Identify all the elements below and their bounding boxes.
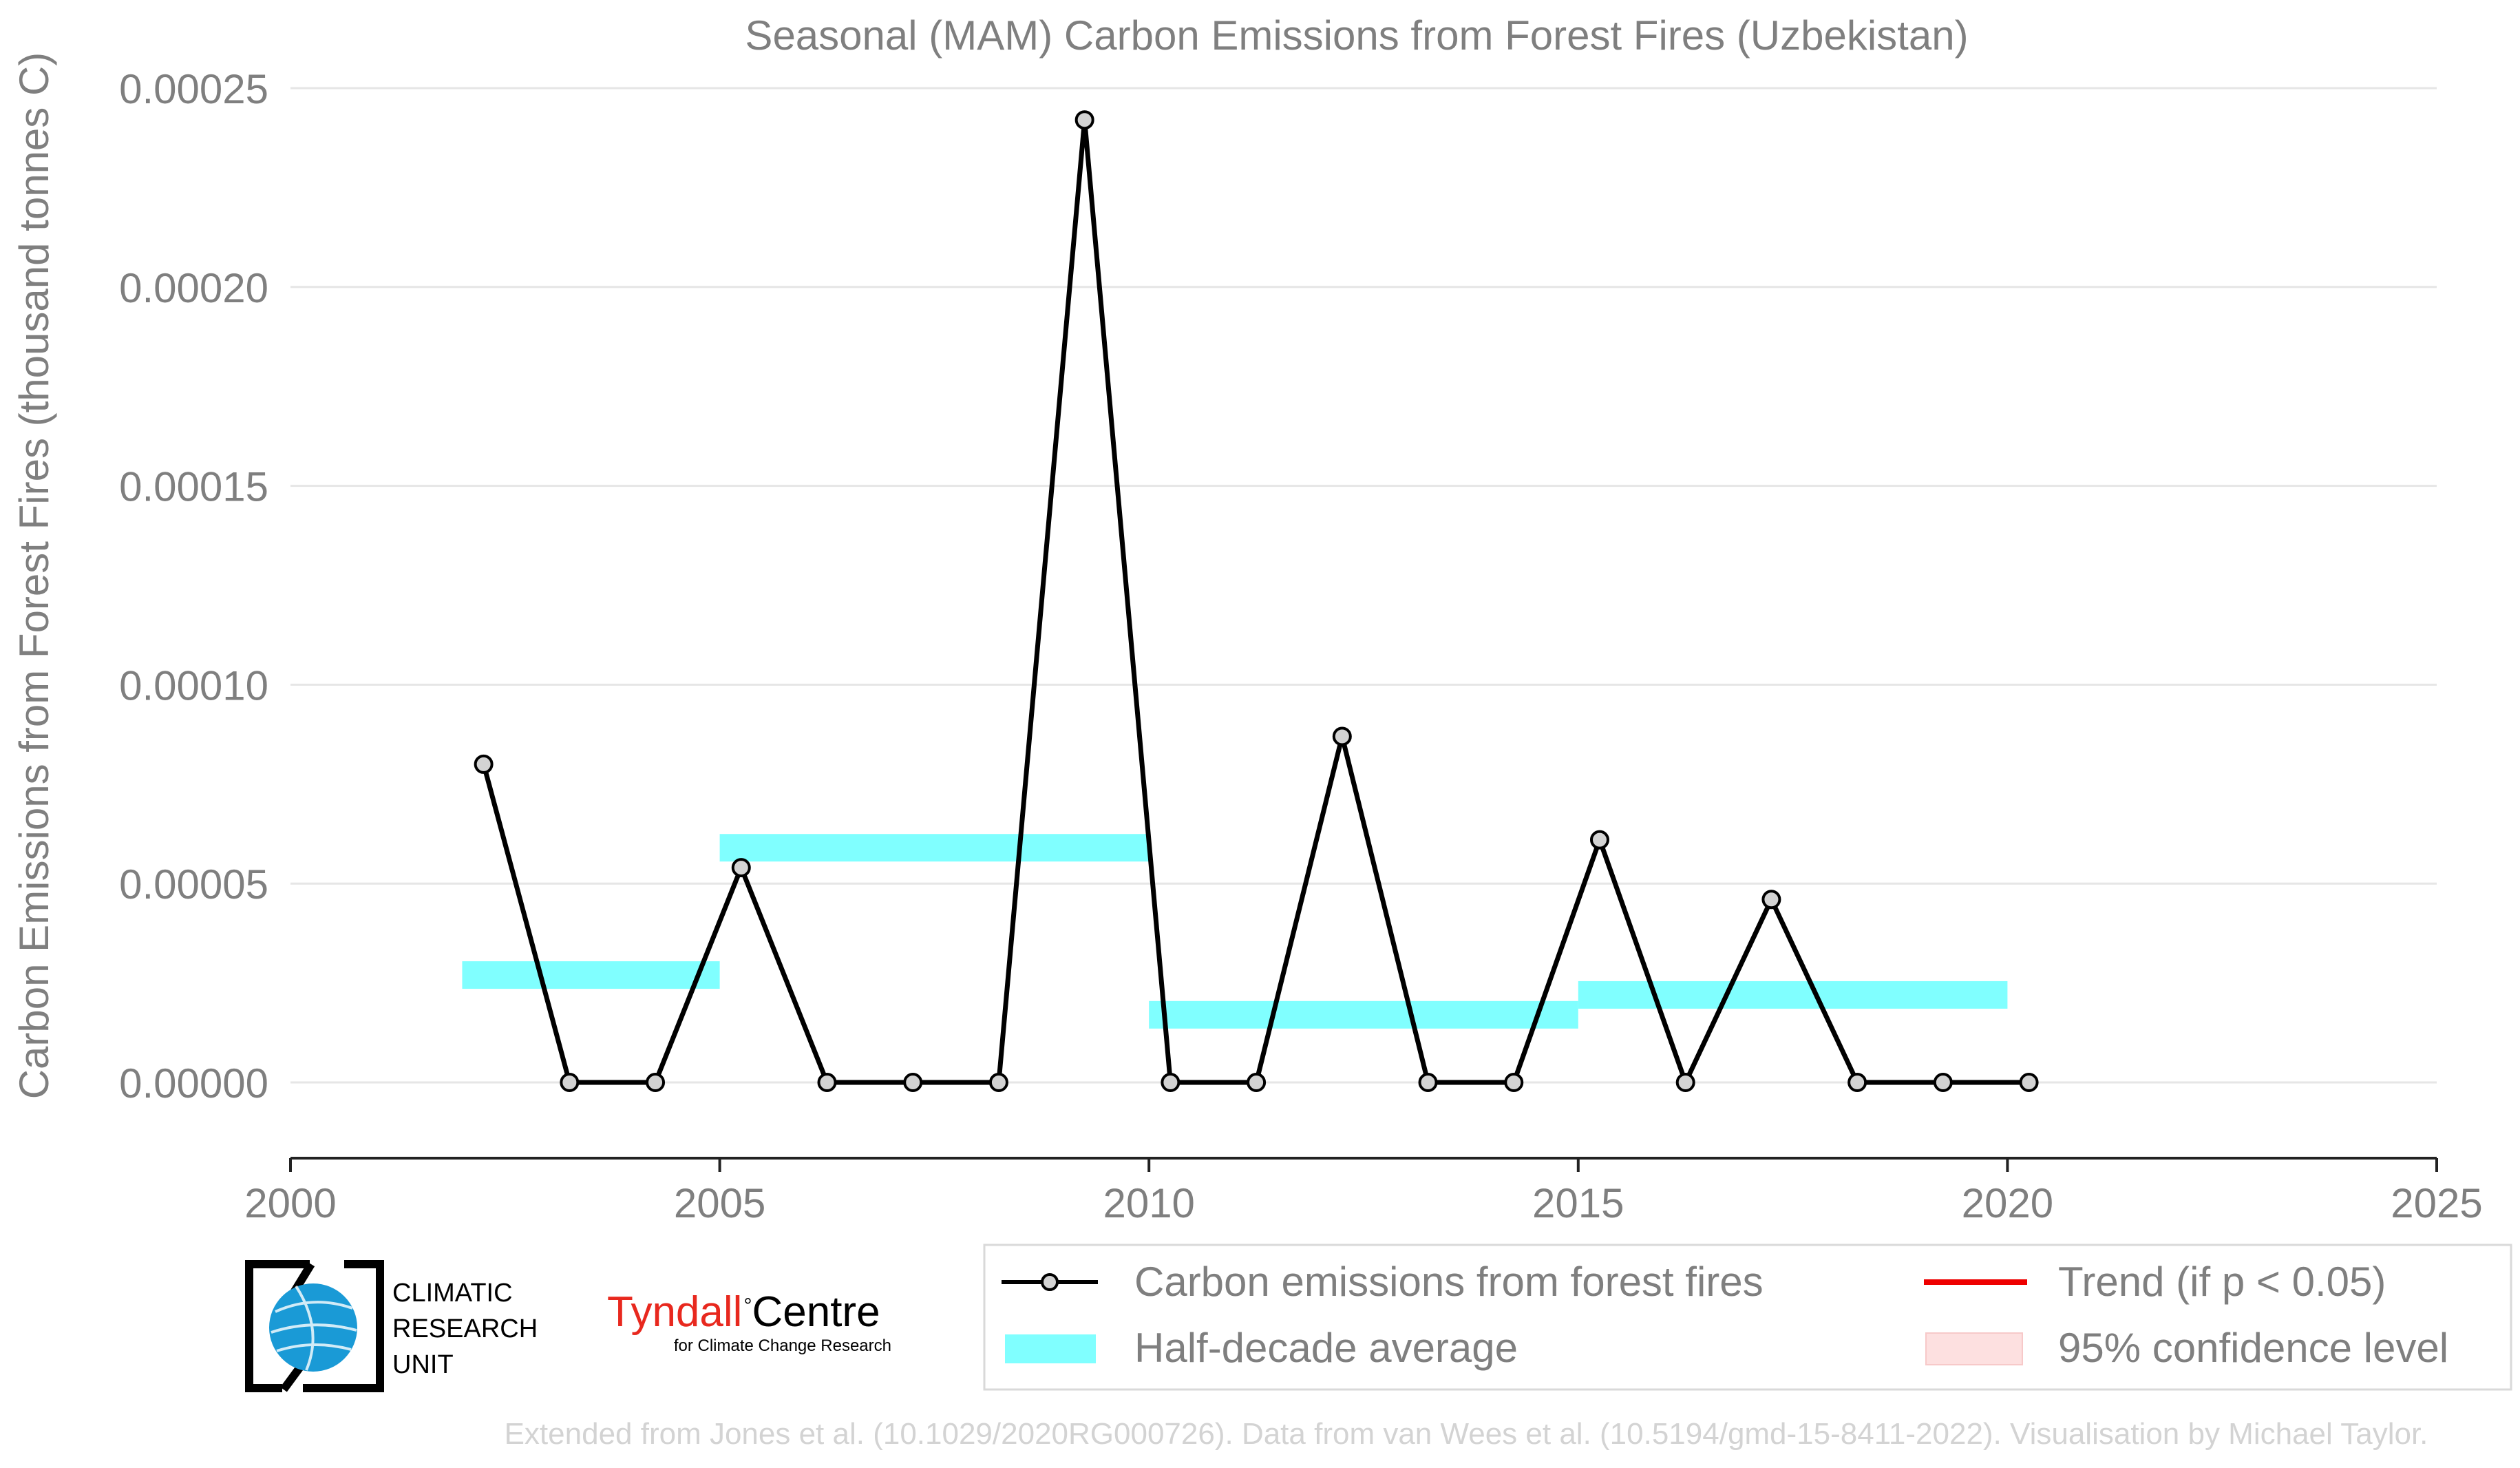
emissions-point bbox=[731, 858, 751, 878]
x-tick-label: 2025 bbox=[2391, 1180, 2482, 1226]
y-tick-label: 0.00000 bbox=[119, 1060, 268, 1107]
x-tick-label: 2020 bbox=[1962, 1180, 2053, 1226]
footer-credit: Extended from Jones et al. (10.1029/2020… bbox=[505, 1417, 2428, 1451]
emissions-point bbox=[646, 1073, 666, 1092]
half-decade-average-bars bbox=[462, 834, 2008, 1029]
emissions-point bbox=[817, 1073, 837, 1092]
y-tick-label: 0.00005 bbox=[119, 861, 268, 908]
cru-bracket-left bbox=[245, 1260, 310, 1392]
tyndall-logo: Tyndall°Centre for Climate Change Resear… bbox=[607, 1288, 891, 1355]
legend-label-trend: Trend (if p < 0.05) bbox=[2058, 1259, 2386, 1305]
x-tick-label: 2015 bbox=[1532, 1180, 1624, 1226]
half-decade-average-bar bbox=[462, 961, 720, 989]
chart-title: Seasonal (MAM) Carbon Emissions from For… bbox=[745, 12, 1968, 59]
emissions-line bbox=[481, 117, 2029, 1085]
gridlines bbox=[290, 87, 2437, 1084]
y-tick-label: 0.00020 bbox=[119, 265, 268, 311]
emissions-point bbox=[1332, 726, 1352, 746]
emissions-point bbox=[988, 1073, 1008, 1092]
half-decade-average-bar bbox=[719, 834, 1150, 862]
x-tick-label: 2000 bbox=[244, 1180, 336, 1226]
half-decade-average-bar bbox=[1578, 981, 2008, 1009]
emissions-point bbox=[560, 1073, 580, 1092]
emissions-point bbox=[1161, 1073, 1180, 1092]
tyndall-tagline: for Climate Change Research bbox=[674, 1336, 891, 1355]
legend: Carbon emissions from forest fires Trend… bbox=[983, 1244, 2512, 1391]
emissions-point bbox=[903, 1073, 923, 1092]
emissions-point bbox=[1761, 890, 1781, 910]
emissions-point bbox=[1074, 110, 1094, 130]
legend-confidence-swatch bbox=[1925, 1332, 2023, 1365]
x-axis-ticks: 2000 2005 2010 2015 2020 2025 bbox=[244, 1158, 2483, 1226]
legend-marker-swatch bbox=[1041, 1273, 1059, 1291]
emissions-point bbox=[474, 754, 494, 774]
y-axis-label: Carbon Emissions from Forest Fires (thou… bbox=[11, 52, 57, 1100]
cru-text-line2: RESEARCH bbox=[392, 1314, 538, 1343]
emissions-point bbox=[1589, 830, 1609, 850]
emissions-point bbox=[1418, 1073, 1438, 1092]
legend-box bbox=[983, 1244, 2512, 1391]
cru-text-line3: UNIT bbox=[392, 1350, 454, 1379]
tyndall-name: Tyndall°Centre bbox=[607, 1288, 880, 1336]
legend-label-confidence: 95% confidence level bbox=[2058, 1325, 2448, 1371]
emissions-point bbox=[1933, 1073, 1953, 1092]
cru-logo: CLIMATIC RESEARCH UNIT bbox=[245, 1260, 538, 1392]
cru-text-line1: CLIMATIC bbox=[392, 1279, 513, 1308]
cru-globe-lines bbox=[271, 1285, 357, 1371]
x-tick-label: 2005 bbox=[674, 1180, 765, 1226]
emissions-point bbox=[1847, 1073, 1867, 1092]
emissions-point bbox=[1675, 1073, 1695, 1092]
emissions-point bbox=[1504, 1073, 1524, 1092]
y-tick-label: 0.00010 bbox=[119, 662, 268, 709]
legend-label-emissions: Carbon emissions from forest fires bbox=[1134, 1259, 1764, 1305]
emissions-point bbox=[1247, 1073, 1267, 1092]
emissions-point bbox=[2019, 1073, 2039, 1092]
y-tick-label: 0.00015 bbox=[119, 464, 268, 510]
emissions-series bbox=[474, 110, 2039, 1092]
cru-bracket-right bbox=[303, 1260, 384, 1392]
y-axis-ticks: 0.00000 0.00005 0.00010 0.00015 0.00020 0.000… bbox=[119, 66, 268, 1107]
y-tick-label: 0.00025 bbox=[119, 66, 268, 112]
legend-label-average: Half-decade average bbox=[1134, 1325, 1518, 1371]
x-tick-label: 2010 bbox=[1103, 1180, 1194, 1226]
legend-average-swatch bbox=[1005, 1334, 1096, 1363]
half-decade-average-bar bbox=[1149, 1000, 1578, 1029]
